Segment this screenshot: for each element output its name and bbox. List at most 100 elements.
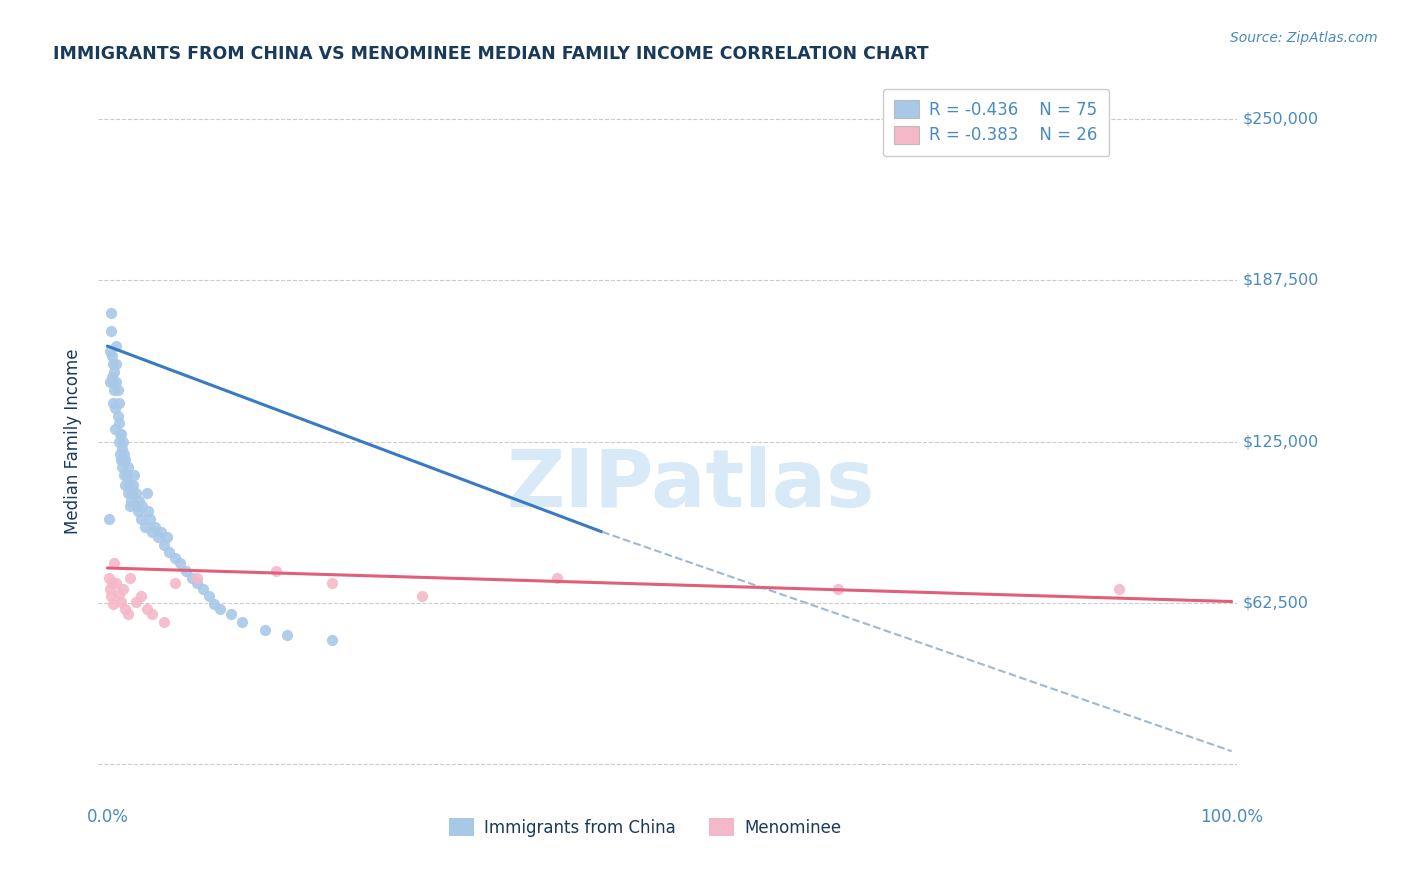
Point (98, 375, 121, 389)
Point (112, 452, 135, 467)
Point (321, 633, 343, 648)
Point (231, 615, 253, 630)
Point (321, 576, 343, 591)
Point (117, 607, 139, 622)
Point (264, 564, 287, 578)
Point (103, 556, 125, 570)
Point (97, 512, 120, 526)
Point (100, 590, 122, 604)
Point (219, 607, 242, 622)
Point (146, 530, 169, 544)
Point (101, 396, 124, 410)
Point (163, 576, 186, 591)
Point (186, 576, 208, 591)
Point (101, 576, 124, 591)
Point (114, 478, 136, 492)
Point (101, 375, 124, 389)
Point (105, 576, 128, 591)
Point (108, 426, 131, 441)
Point (108, 447, 131, 461)
Point (208, 602, 231, 616)
Point (174, 564, 197, 578)
Point (1108, 582, 1130, 596)
Point (107, 409, 129, 423)
Point (117, 460, 139, 475)
Point (107, 396, 129, 410)
Point (98, 582, 121, 596)
Point (112, 434, 135, 449)
Point (136, 504, 159, 518)
Point (124, 594, 146, 608)
Point (101, 357, 124, 371)
Point (101, 597, 124, 611)
Point (135, 602, 157, 616)
Point (156, 530, 179, 544)
Point (103, 365, 125, 379)
Point (163, 550, 186, 565)
Point (107, 383, 129, 397)
Point (118, 571, 141, 585)
Point (122, 478, 145, 492)
Text: IMMIGRANTS FROM CHINA VS MENOMINEE MEDIAN FAMILY INCOME CORRELATION CHART: IMMIGRANTS FROM CHINA VS MENOMINEE MEDIA… (53, 45, 928, 63)
Text: $62,500: $62,500 (1243, 595, 1309, 610)
Point (120, 494, 142, 508)
Point (141, 607, 163, 622)
Point (143, 519, 166, 533)
Point (546, 571, 568, 585)
Point (124, 486, 146, 500)
Text: $187,500: $187,500 (1243, 273, 1319, 288)
Point (117, 486, 139, 500)
Point (152, 538, 174, 552)
Point (186, 571, 208, 585)
Point (125, 499, 148, 513)
Point (100, 324, 122, 338)
Point (121, 486, 143, 500)
Point (127, 504, 149, 518)
Point (118, 478, 141, 492)
Point (157, 545, 180, 559)
Text: $125,000: $125,000 (1243, 434, 1319, 449)
Point (115, 468, 138, 483)
Point (129, 512, 152, 526)
Point (105, 339, 128, 353)
Point (141, 524, 163, 539)
Point (124, 468, 146, 483)
Point (107, 417, 129, 431)
Point (129, 590, 152, 604)
Point (97, 571, 120, 585)
Point (100, 305, 122, 319)
Text: ZIPatlas: ZIPatlas (506, 446, 875, 524)
Point (131, 499, 153, 513)
Point (276, 628, 298, 642)
Point (118, 478, 141, 492)
Point (118, 499, 141, 513)
Point (411, 590, 433, 604)
Point (107, 434, 129, 449)
Point (112, 468, 135, 483)
Point (105, 357, 128, 371)
Point (112, 447, 135, 461)
Point (253, 623, 276, 637)
Point (169, 556, 191, 570)
Point (111, 460, 134, 475)
Point (135, 486, 157, 500)
Point (827, 582, 849, 596)
Text: $250,000: $250,000 (1243, 112, 1319, 127)
Point (104, 401, 127, 415)
Point (98, 344, 121, 359)
Point (110, 452, 132, 467)
Point (111, 442, 134, 457)
Point (107, 587, 129, 601)
Point (114, 452, 136, 467)
Point (128, 494, 150, 508)
Point (150, 524, 173, 539)
Point (152, 615, 174, 630)
Point (191, 582, 214, 596)
Point (112, 582, 135, 596)
Point (139, 512, 162, 526)
Y-axis label: Median Family Income: Median Family Income (65, 349, 83, 534)
Text: Source: ZipAtlas.com: Source: ZipAtlas.com (1230, 31, 1378, 45)
Point (105, 375, 128, 389)
Point (104, 422, 127, 436)
Point (134, 519, 156, 533)
